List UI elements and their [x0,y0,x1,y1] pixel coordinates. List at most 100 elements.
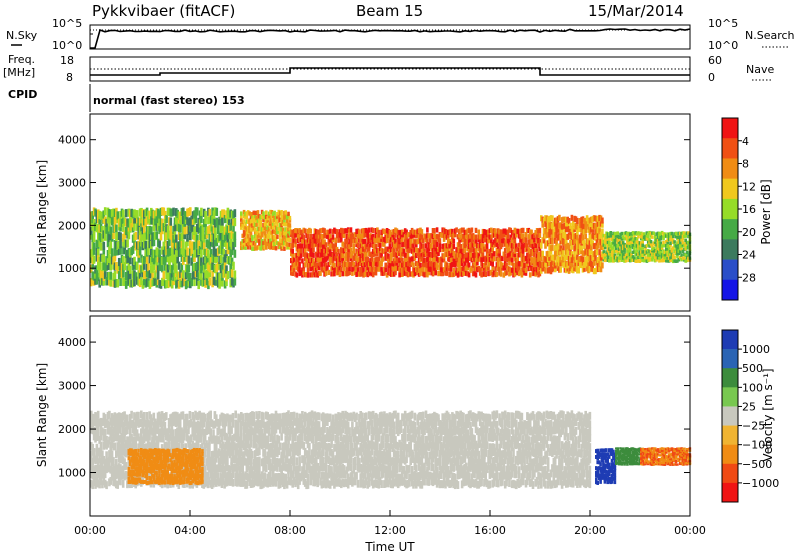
velocity-cell [249,470,253,478]
power-cell [434,270,437,276]
power-cell [624,253,628,258]
power-cell [573,261,576,268]
power-cell [469,255,472,261]
power-cell [109,226,113,235]
power-cell [246,229,250,234]
power-cell [537,252,540,258]
power-cell [449,257,453,264]
power-cell [380,247,383,254]
power-cell [601,217,604,224]
power-cell [140,238,143,247]
power-cell [549,228,553,235]
power-cell [131,209,135,218]
power-cell [590,216,593,223]
power-cell [184,264,188,273]
power-cell [541,250,544,257]
power-cell [580,244,583,251]
power-cell [509,256,512,262]
power-cell [431,256,435,262]
velocity-cell [248,443,251,452]
power-cell [115,241,118,250]
velocity-cell [215,454,218,463]
power-cell [138,232,142,242]
colorbar-segment [722,219,738,240]
velocity-cell [219,440,222,448]
velocity-cell [99,457,103,466]
velocity-cell [238,414,242,423]
power-cell [283,246,286,251]
power-cell [90,226,93,236]
power-cell [583,218,586,225]
velocity-cell [130,420,133,428]
power-cell [141,232,145,241]
power-cell [147,263,150,272]
power-cell [421,252,425,258]
power-cell [651,247,654,251]
power-cell [410,243,414,250]
velocity-cell [316,479,319,488]
velocity-cell [198,434,201,443]
power-cell [216,225,220,235]
power-cell [524,262,528,268]
power-cell [491,253,494,259]
power-cell [669,258,672,262]
power-cell [249,230,253,236]
velocity-cell [269,463,272,472]
velocity-cell [274,458,278,467]
power-cell [94,270,97,279]
power-cell [374,257,378,263]
power-cell [487,253,490,259]
velocity-cell [102,433,106,442]
power-cell [291,261,294,267]
velocity-cell [290,426,293,435]
power-cell [633,246,636,251]
nsky-tick-low: 10^0 [52,39,82,52]
power-cell [476,267,479,273]
power-cell [646,255,650,260]
power-cell [613,242,617,247]
power-cell [642,258,646,263]
power-cell [130,215,133,224]
power-cell [634,244,637,248]
power-cell [566,249,569,256]
power-cell [298,234,301,240]
power-cell [108,233,111,243]
power-cell [98,238,101,248]
velocity-cell [228,478,232,486]
power-cell [516,228,519,234]
velocity-cell [109,477,112,485]
power-cell [148,216,152,225]
power-cell [245,215,249,220]
velocity-cell [153,466,157,474]
power-cell [137,231,140,240]
power-cell [438,270,442,276]
power-cell [177,261,181,270]
nsearch-label: N.Search [745,29,795,42]
velocity-cell [112,414,115,423]
power-cell [417,234,421,240]
power-cell [331,252,335,259]
power-cell [306,258,310,264]
power-cell [246,225,250,231]
velocity-cell [252,428,256,437]
power-cell [598,232,601,239]
power-cell [666,240,669,245]
power-cell [488,256,492,263]
velocity-cell [280,451,283,460]
power-cell [391,271,394,277]
power-cell [590,234,593,241]
power-cell [116,265,120,274]
velocity-cell [105,441,108,450]
velocity-cell [120,419,124,428]
power-cell [574,223,578,230]
power-cell [474,234,478,240]
power-cell [669,252,672,256]
power-cell [385,228,389,234]
velocity-cell [226,478,229,487]
power-cell [155,208,159,217]
power-cell [633,258,636,262]
velocity-cell [287,436,290,445]
velocity-cell [112,426,115,435]
power-cell [588,259,592,266]
power-cell [214,248,217,257]
